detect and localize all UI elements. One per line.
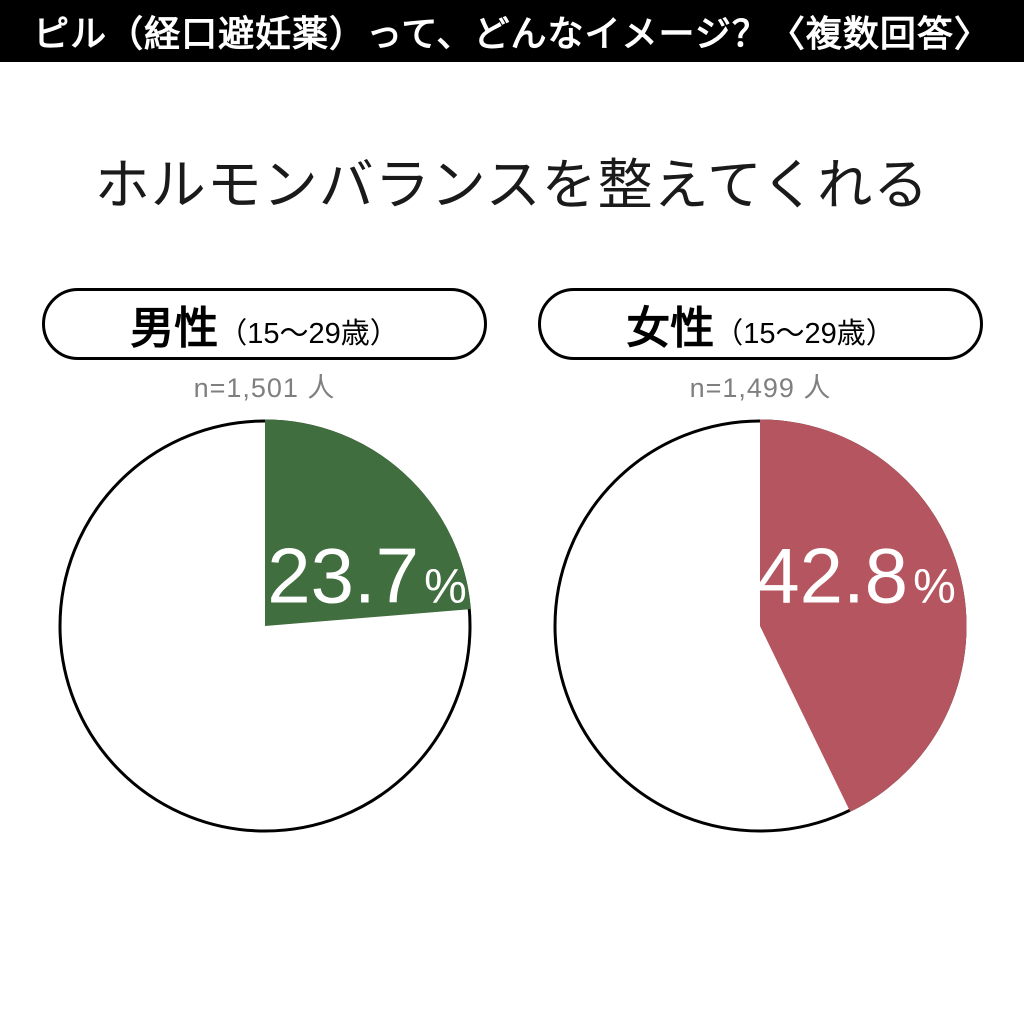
value-unit-male: %	[424, 560, 467, 614]
value-number-female: 42.8	[756, 531, 909, 620]
pie-chart-female	[553, 419, 967, 833]
group-name-female: 女性	[626, 304, 715, 353]
group-label-pill-female: 女性（15～29歳）	[538, 288, 983, 360]
value-label-female: 42.8%	[756, 531, 956, 622]
group-label-pill-male: 男性（15～29歳）	[42, 288, 487, 360]
group-label-text-female: 女性（15～29歳）	[626, 292, 895, 356]
value-unit-female: %	[913, 560, 956, 614]
pie-slice	[760, 419, 967, 812]
sample-size-label-female: n=1,499 人	[689, 373, 832, 403]
group-label-text-male: 男性（15～29歳）	[130, 292, 399, 356]
group-age-note-female: （15～29歳）	[714, 318, 895, 350]
group-name-male: 男性	[130, 304, 219, 353]
sample-size-label-male: n=1,501 人	[193, 373, 336, 403]
group-age-note-male: （15～29歳）	[218, 318, 399, 350]
value-number-male: 23.7	[267, 531, 420, 620]
pie-chart-male	[58, 419, 472, 833]
question-subtitle: ホルモンバランスを整えてくれる	[94, 154, 930, 216]
header-bar: ピル（経口避妊薬）って、どんなイメージ？〈複数回答〉	[0, 0, 1024, 62]
pie-slice	[265, 419, 471, 626]
value-label-male: 23.7%	[267, 531, 467, 622]
header-title: ピル（経口避妊薬）って、どんなイメージ？〈複数回答〉	[33, 13, 991, 54]
